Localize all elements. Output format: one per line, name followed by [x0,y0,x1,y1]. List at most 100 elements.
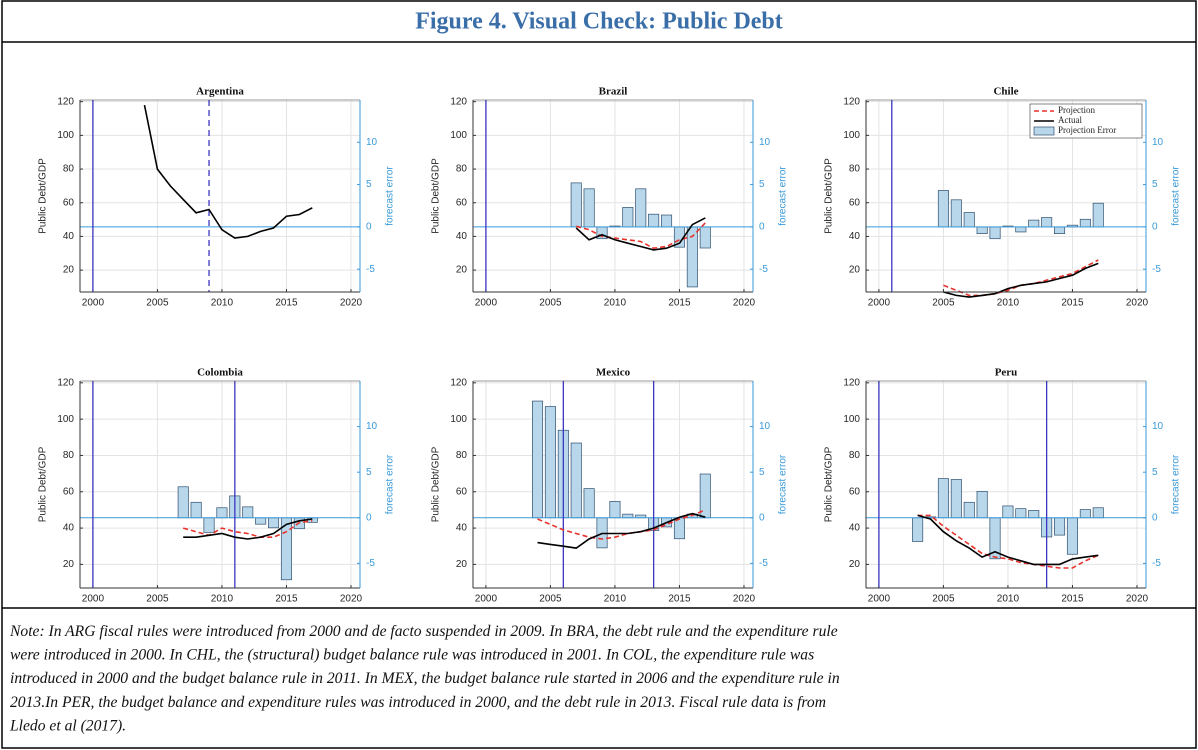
y-tick-label: 60 [849,197,861,208]
y2-tick-label: 5 [366,467,372,478]
bar [989,226,1001,240]
y-tick-label: 20 [456,265,468,276]
y-tick-label: 100 [450,130,467,141]
bar [1079,509,1091,519]
y2-tick-label: 10 [759,421,771,432]
series-line [575,222,706,250]
y-tick-label: 120 [57,96,74,107]
y-tick-label: 60 [63,197,75,208]
bar [1054,517,1066,536]
bar [1028,510,1040,519]
legend-label: Projection Error [1058,125,1116,135]
x-tick-label: 2010 [604,298,627,309]
note-line: were introduced in 2000. In CHL, the (st… [10,647,814,664]
y-tick-label: 120 [450,96,467,107]
note-line: Note: In ARG fiscal rules were introduce… [9,623,838,640]
y2-tick-label: 0 [1152,222,1158,233]
legend-swatch [1033,126,1055,136]
bar [570,182,582,228]
y-tick-label: 60 [456,197,468,208]
x-tick-label: 2000 [82,594,105,605]
series-line [143,104,313,239]
x-tick-label: 2015 [275,594,298,605]
y-tick-label: 80 [63,164,75,175]
bar [268,517,280,529]
x-tick-label: 2000 [868,594,891,605]
y-tick-label: 60 [456,486,468,497]
x-tick-label: 2020 [733,594,756,605]
y-tick-label: 80 [456,164,468,175]
x-tick-label: 2005 [539,298,562,309]
bar [583,488,595,519]
y-tick-label: 120 [450,377,467,388]
x-tick-label: 2015 [1061,594,1084,605]
x-tick-label: 2000 [868,298,891,309]
y-tick-label: 100 [57,414,74,425]
x-tick-label: 2010 [211,298,234,309]
bar [1015,508,1027,519]
bar [190,501,202,519]
bar [950,479,962,519]
x-tick-label: 2010 [997,298,1020,309]
bar [1092,507,1104,519]
y-tick-label: 100 [843,414,860,425]
subplot: 2000 2005 2010 2015 202020406080100120-50510… [38,86,396,309]
bar [950,199,962,228]
bar [1015,226,1027,233]
bar [216,507,228,519]
y2-tick-label: -5 [366,558,375,569]
bar [255,517,267,525]
note-line: 2013.In PER, the budget balance and expe… [10,694,826,711]
bar [177,486,189,519]
bar [1066,517,1078,555]
y-tick-label: 40 [456,231,468,242]
y2-axis-label: forecast error [1171,454,1182,514]
y2-tick-label: 0 [366,222,372,233]
subplot: 2000 2005 2010 2015 202020406080100120-50510… [824,367,1182,605]
y-tick-label: 20 [849,265,861,276]
y2-tick-label: -5 [759,264,768,275]
x-tick-label: 2010 [997,594,1020,605]
y2-axis-label: forecast error [385,454,396,514]
y2-tick-label: -5 [759,558,768,569]
y-axis-label: Public Debt/GDP [824,158,835,234]
x-tick-label: 2000 [82,298,105,309]
bar [203,517,215,533]
x-tick-label: 2000 [475,594,498,605]
x-tick-label: 2000 [475,298,498,309]
legend-label: Actual [1058,115,1082,125]
y-tick-label: 80 [456,450,468,461]
y2-tick-label: 0 [759,222,765,233]
y2-tick-label: 0 [1152,512,1158,523]
y-tick-label: 80 [849,164,861,175]
x-tick-label: 2015 [668,594,691,605]
bar [570,442,582,519]
x-tick-label: 2020 [733,298,756,309]
y-tick-label: 40 [63,231,75,242]
bar [648,213,660,228]
y-tick-label: 20 [63,559,75,570]
x-tick-label: 2005 [539,594,562,605]
note-line: Lledo et al (2017). [9,717,126,734]
series-line [917,514,1099,569]
legend-label: Projection [1058,105,1095,115]
y2-tick-label: 5 [759,467,765,478]
bar [635,188,647,228]
note-line: introduced in 2000 and the budget balanc… [10,670,840,687]
bar [963,501,975,519]
plot-area [473,100,753,292]
bar [532,400,544,519]
x-tick-label: 2005 [146,298,169,309]
y2-tick-label: 10 [1152,137,1164,148]
x-tick-label: 2020 [340,594,363,605]
subplot: 2000 2005 2010 2015 202020406080100120-50510… [431,86,789,309]
bar [583,188,595,228]
y2-axis-label: forecast error [385,166,396,226]
y-tick-label: 80 [849,450,861,461]
subplot: 2000 2005 2010 2015 202020406080100120-50510… [38,367,396,605]
bar [976,226,988,234]
series-line [917,514,1099,566]
subplot-title: Chile [993,86,1018,98]
bar [622,513,634,519]
